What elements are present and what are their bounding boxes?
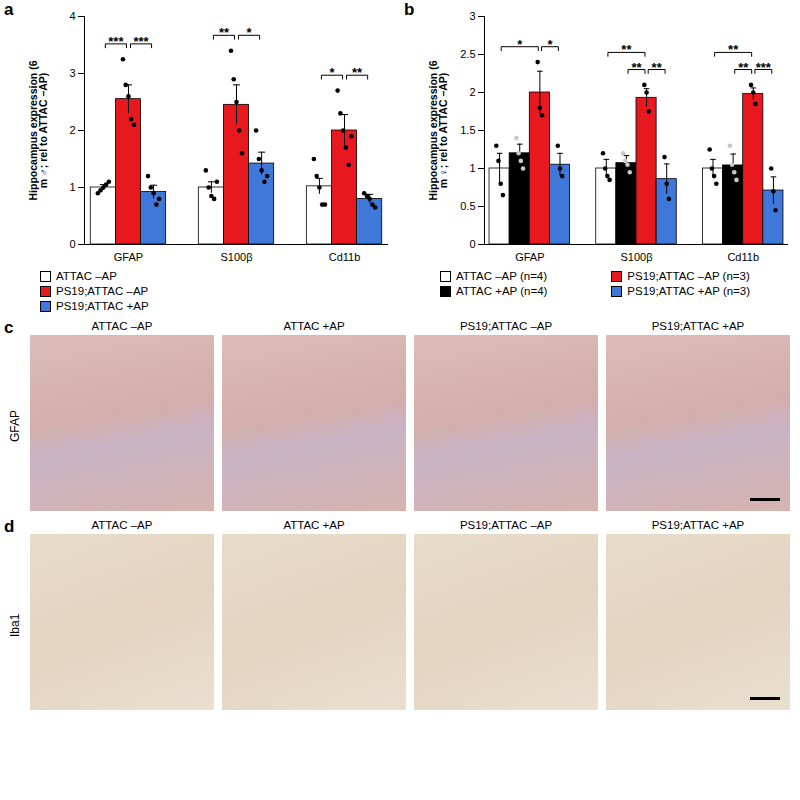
svg-text:GFAP: GFAP xyxy=(114,251,143,263)
svg-text:0.5: 0.5 xyxy=(460,200,475,212)
html-text:Iba1: Iba1 xyxy=(8,613,22,637)
svg-text:1: 1 xyxy=(469,162,475,174)
svg-text:S100β: S100β xyxy=(220,251,252,263)
svg-text:2.5: 2.5 xyxy=(460,48,475,60)
html-text:ATTAC –AP: ATTAC –AP xyxy=(56,270,117,282)
svg-text:***: *** xyxy=(108,34,124,49)
svg-text:Cd11b: Cd11b xyxy=(727,251,759,263)
svg-text:**: ** xyxy=(621,42,632,57)
svg-text:1.5: 1.5 xyxy=(460,124,475,136)
svg-text:GFAP: GFAP xyxy=(515,251,544,263)
html-text:PS19;ATTAC –AP: PS19;ATTAC –AP xyxy=(459,519,553,531)
svg-text:3: 3 xyxy=(469,10,475,22)
html-text:GFAP: GFAP xyxy=(8,410,22,442)
html-text:PS19;ATTAC –AP: PS19;ATTAC –AP xyxy=(56,285,149,297)
svg-text:**: ** xyxy=(352,65,363,80)
svg-text:**: ** xyxy=(652,60,663,75)
svg-text:**: ** xyxy=(631,60,642,75)
svg-text:Hippocampus expression (6m ♂;: Hippocampus expression (6m ♂; rel to ATT… xyxy=(27,60,50,200)
svg-text:**: ** xyxy=(728,42,739,57)
svg-text:*: * xyxy=(247,25,253,40)
html-text:PS19;ATTAC +AP (n=3): PS19;ATTAC +AP (n=3) xyxy=(627,285,751,297)
html-text:PS19;ATTAC +AP: PS19;ATTAC +AP xyxy=(56,300,149,312)
html-text:PS19;ATTAC +AP: PS19;ATTAC +AP xyxy=(651,320,745,332)
svg-text:3: 3 xyxy=(69,67,75,79)
svg-text:*: * xyxy=(517,37,523,52)
html-text:ATTAC +AP (n=4): ATTAC +AP (n=4) xyxy=(456,285,548,297)
svg-text:1: 1 xyxy=(69,181,75,193)
html-text:c: c xyxy=(4,318,14,337)
svg-text:0: 0 xyxy=(69,238,75,250)
html-text:a: a xyxy=(4,0,14,19)
svg-text:2: 2 xyxy=(69,124,75,136)
svg-text:***: *** xyxy=(133,34,149,49)
html-text:PS19;ATTAC –AP: PS19;ATTAC –AP xyxy=(459,320,553,332)
html-text:ATTAC –AP: ATTAC –AP xyxy=(91,519,153,531)
svg-text:*: * xyxy=(547,37,553,52)
html-text:ATTAC +AP: ATTAC +AP xyxy=(283,519,345,531)
html-text:ATTAC –AP (n=4): ATTAC –AP (n=4) xyxy=(456,270,548,282)
svg-text:Cd11b: Cd11b xyxy=(329,251,361,263)
svg-text:4: 4 xyxy=(69,10,75,22)
html-text:PS19;ATTAC +AP: PS19;ATTAC +AP xyxy=(651,519,745,531)
svg-text:2: 2 xyxy=(469,86,475,98)
html-text:b: b xyxy=(404,0,415,19)
svg-text:**: ** xyxy=(219,25,230,40)
svg-text:S100β: S100β xyxy=(620,251,652,263)
svg-text:Hippocampus expression (6m ♀;: Hippocampus expression (6m ♀; rel to ATT… xyxy=(427,60,450,200)
html-text:ATTAC –AP: ATTAC –AP xyxy=(91,320,153,332)
svg-text:0: 0 xyxy=(469,238,475,250)
svg-text:***: *** xyxy=(756,60,772,75)
html-text:ATTAC +AP: ATTAC +AP xyxy=(283,320,345,332)
svg-text:**: ** xyxy=(738,60,749,75)
html-text:d: d xyxy=(4,517,15,536)
html-text:PS19;ATTAC –AP (n=3): PS19;ATTAC –AP (n=3) xyxy=(627,270,750,282)
svg-text:*: * xyxy=(329,65,335,80)
